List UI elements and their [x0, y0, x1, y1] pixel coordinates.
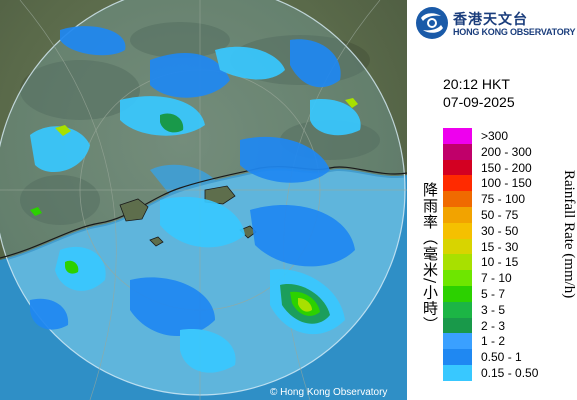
legend-title-en: Rainfall Rate (mm/h)	[561, 170, 577, 299]
legend-row: 0.15 - 0.50	[443, 364, 563, 381]
legend-swatch	[443, 285, 472, 302]
legend-swatch	[443, 254, 472, 271]
observation-time: 20:12 HKT	[443, 76, 510, 92]
coastline	[0, 165, 407, 259]
legend-row: 100 - 150	[443, 175, 563, 192]
legend-panel: 香港天文台 HONG KONG OBSERVATORY 20:12 HKT 07…	[407, 0, 577, 400]
legend-row: 200 - 300	[443, 143, 563, 160]
legend-swatch	[443, 301, 472, 318]
legend-row: 1 - 2	[443, 333, 563, 350]
legend-swatch	[443, 143, 472, 160]
legend-swatch	[443, 159, 472, 176]
legend-swatch	[443, 175, 472, 192]
legend-range-label: 0.50 - 1	[481, 350, 522, 365]
legend-swatch	[443, 238, 472, 255]
legend-range-label: 3 - 5	[481, 302, 506, 317]
legend-swatch	[443, 191, 472, 207]
radar-map: © Hong Kong Observatory	[0, 0, 407, 400]
legend-title-cn: 降雨率（毫米/小時）	[421, 182, 439, 333]
logo-text-en: HONG KONG OBSERVATORY	[453, 27, 576, 37]
legend-swatch	[443, 317, 472, 334]
legend-range-label: 5 - 7	[481, 286, 506, 301]
legend-row: 150 - 200	[443, 159, 563, 176]
legend-row: 15 - 30	[443, 238, 563, 255]
legend-range-label: 0.15 - 0.50	[481, 365, 539, 380]
legend-range-label: 7 - 10	[481, 271, 512, 286]
legend-range-label: 150 - 200	[481, 160, 532, 175]
legend-range-label: 75 - 100	[481, 192, 526, 207]
legend-swatch	[443, 206, 472, 223]
copyright-notice: © Hong Kong Observatory	[270, 387, 387, 398]
legend-range-label: 1 - 2	[481, 334, 506, 349]
legend-range-label: 100 - 150	[481, 176, 532, 191]
legend-range-label: 10 - 15	[481, 255, 519, 270]
legend-swatch	[443, 270, 472, 286]
legend-row: 7 - 10	[443, 270, 563, 286]
legend-row: >300	[443, 128, 563, 144]
logo-text-cn: 香港天文台	[453, 12, 528, 28]
rain-echoes	[30, 26, 361, 373]
legend-row: 30 - 50	[443, 222, 563, 239]
hko-logo-icon	[416, 7, 448, 39]
islands	[119, 185, 257, 247]
observation-date: 07-09-2025	[443, 94, 515, 110]
rain-moderate	[30, 98, 358, 324]
rainfall-legend: >300 200 - 300 150 - 200 100 - 150 75 - 100 5…	[443, 128, 563, 381]
legend-row: 50 - 75	[443, 206, 563, 223]
hko-logo: 香港天文台 HONG KONG OBSERVATORY	[415, 6, 576, 42]
legend-row: 5 - 7	[443, 285, 563, 302]
legend-swatch	[443, 364, 472, 381]
legend-row: 2 - 3	[443, 317, 563, 334]
legend-range-label: 15 - 30	[481, 239, 519, 254]
legend-range-label: 2 - 3	[481, 318, 506, 333]
legend-swatch	[443, 333, 472, 350]
legend-row: 3 - 5	[443, 301, 563, 318]
legend-row: 75 - 100	[443, 191, 563, 207]
legend-range-label: 50 - 75	[481, 207, 519, 222]
legend-swatch	[443, 349, 472, 365]
legend-swatch	[443, 222, 472, 239]
legend-range-label: 200 - 300	[481, 144, 532, 159]
legend-swatch	[443, 128, 472, 144]
legend-row: 10 - 15	[443, 254, 563, 271]
legend-row: 0.50 - 1	[443, 349, 563, 365]
legend-range-label: 30 - 50	[481, 223, 519, 238]
legend-range-label: >300	[481, 129, 509, 143]
